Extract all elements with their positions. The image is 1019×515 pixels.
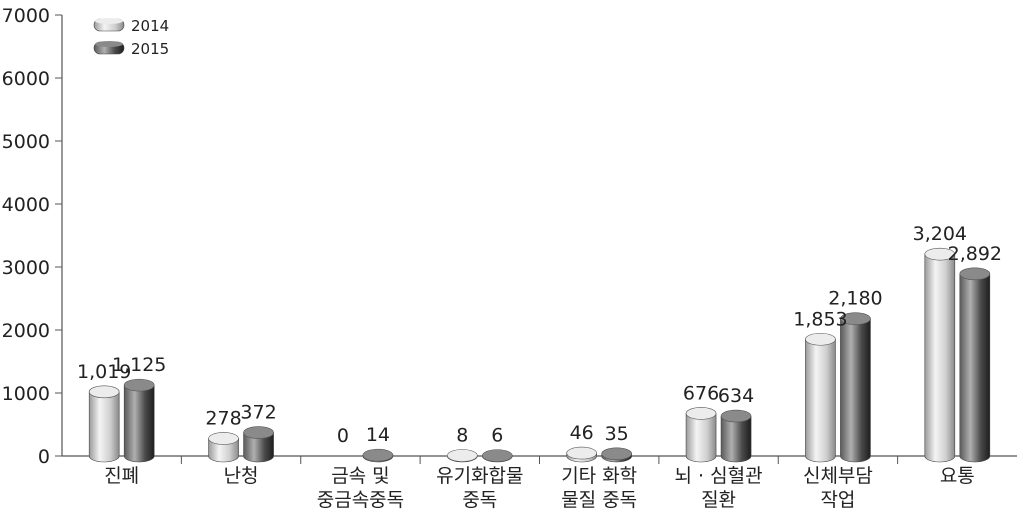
data-label: 2,180 — [828, 288, 882, 310]
x-tick-label: 기타 화학 — [561, 465, 637, 487]
bar-2015-6 — [840, 312, 871, 463]
data-label: 3,204 — [913, 223, 967, 245]
bar-2014-5 — [685, 407, 717, 463]
data-label: 35 — [605, 423, 629, 445]
data-label: 1,125 — [112, 354, 166, 376]
bar-2015-2 — [362, 448, 394, 463]
data-label: 278 — [205, 407, 241, 429]
x-tick-label: 진폐 — [104, 465, 139, 487]
data-label: 14 — [366, 424, 390, 446]
legend-swatch-top — [95, 41, 123, 47]
x-tick-label: 요통 — [940, 465, 975, 487]
bar-2014-0 — [88, 385, 120, 463]
x-tick-label: 금속 및 — [331, 465, 389, 487]
legend-item-2014: 2014 — [93, 17, 169, 35]
y-tick-label: 7000 — [2, 5, 50, 27]
bar-2014-4 — [566, 446, 597, 463]
data-label: 6 — [491, 425, 503, 447]
bar-2015-4 — [601, 447, 632, 463]
data-label: 1,019 — [77, 361, 131, 383]
data-label: 2,892 — [948, 243, 1002, 265]
y-tick-label: 6000 — [2, 68, 50, 90]
x-tick-label: 질환 — [701, 489, 736, 511]
x-tick-label: 중독 — [462, 489, 497, 511]
y-tick-label: 5000 — [2, 131, 50, 153]
y-tick-label: 4000 — [2, 194, 50, 216]
legend-item-2015: 2015 — [93, 40, 169, 58]
data-label: 0 — [337, 425, 349, 447]
data-label: 1,853 — [793, 308, 847, 330]
bar-2015-0 — [123, 378, 155, 463]
bar-2014-1 — [208, 432, 239, 463]
legend-label: 2015 — [131, 40, 169, 58]
x-tick-label: 중금속중독 — [317, 489, 404, 511]
x-tick-label: 작업 — [820, 489, 855, 511]
bar-2014-7 — [924, 247, 956, 463]
data-label: 46 — [570, 422, 594, 444]
y-tick-label: 3000 — [2, 257, 50, 279]
data-label: 8 — [456, 424, 468, 446]
x-tick-label: 난청 — [224, 465, 259, 487]
bar-2015-1 — [243, 426, 274, 463]
legend: 2014 2015 — [93, 17, 169, 58]
y-tick-label: 0 — [38, 446, 50, 468]
legend-swatch-top — [95, 18, 123, 24]
bar-2014-6 — [805, 332, 836, 463]
y-tick-label: 2000 — [2, 320, 50, 342]
x-tick-label: 신체부담 — [803, 465, 873, 487]
bars — [88, 247, 991, 463]
x-tick-label: 뇌 · 심혈관 — [675, 465, 763, 487]
data-label: 372 — [240, 402, 276, 424]
bar-2015-7 — [959, 267, 991, 463]
legend-label: 2014 — [131, 17, 169, 35]
bar-2015-3 — [482, 449, 513, 463]
bar-2014-3 — [447, 449, 478, 463]
y-tick-label: 1000 — [2, 383, 50, 405]
x-tick-label: 물질 중독 — [561, 489, 637, 511]
x-tick-label: 유기화합물 — [436, 465, 523, 487]
bar-2015-5 — [720, 409, 752, 463]
data-label: 676 — [683, 382, 719, 404]
data-label: 634 — [718, 385, 754, 407]
